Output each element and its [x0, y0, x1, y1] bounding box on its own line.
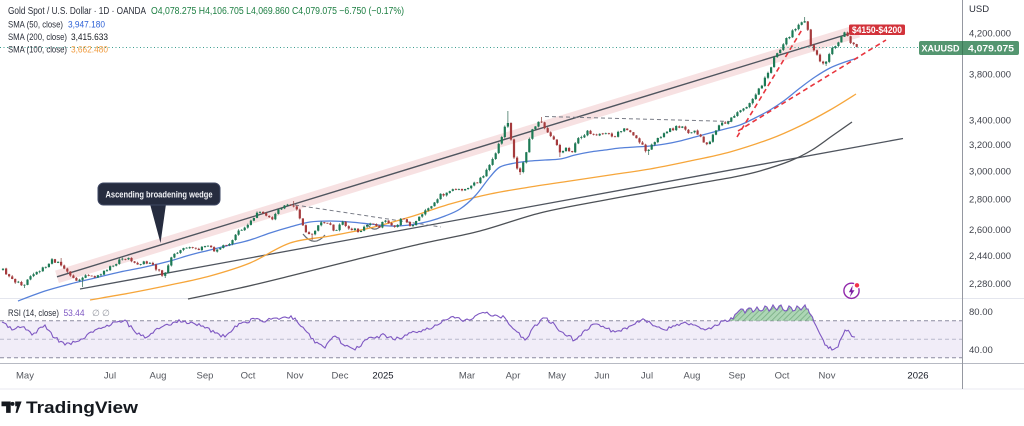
- svg-text:Gold Spot / U.S. Dollar · 1D ·: Gold Spot / U.S. Dollar · 1D · OANDA: [8, 6, 146, 17]
- svg-text:Jun: Jun: [594, 371, 609, 382]
- svg-text:SMA (200, close): SMA (200, close): [8, 32, 67, 43]
- svg-text:SMA (50, close): SMA (50, close): [8, 20, 63, 31]
- svg-text:2,440.000: 2,440.000: [969, 251, 1011, 262]
- svg-text:2026: 2026: [907, 371, 928, 382]
- svg-text:Aug: Aug: [150, 371, 167, 382]
- svg-text:2025: 2025: [372, 371, 393, 382]
- svg-text:TradingView: TradingView: [26, 399, 138, 417]
- svg-text:Jul: Jul: [641, 371, 653, 382]
- svg-text:$4150-$4200: $4150-$4200: [852, 25, 902, 35]
- svg-text:2,280.000: 2,280.000: [969, 279, 1011, 290]
- svg-text:Jul: Jul: [104, 371, 116, 382]
- svg-text:Sep: Sep: [729, 371, 746, 382]
- svg-text:2,800.000: 2,800.000: [969, 195, 1011, 206]
- svg-text:3,415.633: 3,415.633: [71, 32, 108, 43]
- svg-text:XAUUSD: XAUUSD: [922, 44, 960, 55]
- svg-text:Oct: Oct: [241, 371, 256, 382]
- svg-text:May: May: [548, 371, 566, 382]
- svg-text:Oct: Oct: [775, 371, 790, 382]
- svg-text:RSI (14, close): RSI (14, close): [8, 308, 59, 319]
- svg-text:Dec: Dec: [332, 371, 349, 382]
- svg-text:Nov: Nov: [287, 371, 304, 382]
- svg-text:40.00: 40.00: [969, 345, 993, 356]
- svg-text:53.44: 53.44: [64, 308, 85, 319]
- svg-text:O4,078.275 H4,106.705 L4,069: O4,078.275 H4,106.705 L4,069.860 C4,079.…: [151, 6, 404, 17]
- svg-text:Aug: Aug: [684, 371, 701, 382]
- svg-text:∅: ∅: [92, 308, 100, 318]
- svg-text:2,600.000: 2,600.000: [969, 225, 1011, 236]
- svg-text:May: May: [16, 371, 34, 382]
- svg-text:3,200.000: 3,200.000: [969, 140, 1011, 151]
- svg-text:3,800.000: 3,800.000: [969, 70, 1011, 81]
- svg-text:Mar: Mar: [459, 371, 475, 382]
- svg-text:3,947.180: 3,947.180: [68, 20, 105, 31]
- svg-text:Sep: Sep: [197, 371, 214, 382]
- svg-text:USD: USD: [969, 4, 989, 15]
- svg-text:SMA (100, close): SMA (100, close): [8, 45, 67, 56]
- svg-text:3,662.480: 3,662.480: [71, 45, 108, 56]
- svg-text:4,200.000: 4,200.000: [969, 29, 1011, 40]
- svg-text:Nov: Nov: [819, 371, 836, 382]
- svg-text:Ascending broadening wedge: Ascending broadening wedge: [106, 190, 213, 200]
- svg-text:80.00: 80.00: [969, 307, 993, 318]
- svg-text:3,400.000: 3,400.000: [969, 116, 1011, 127]
- svg-text:∅: ∅: [102, 308, 110, 318]
- svg-text:3,000.000: 3,000.000: [969, 167, 1011, 178]
- svg-text:4,079.075: 4,079.075: [968, 44, 1015, 55]
- svg-text:Apr: Apr: [506, 371, 521, 382]
